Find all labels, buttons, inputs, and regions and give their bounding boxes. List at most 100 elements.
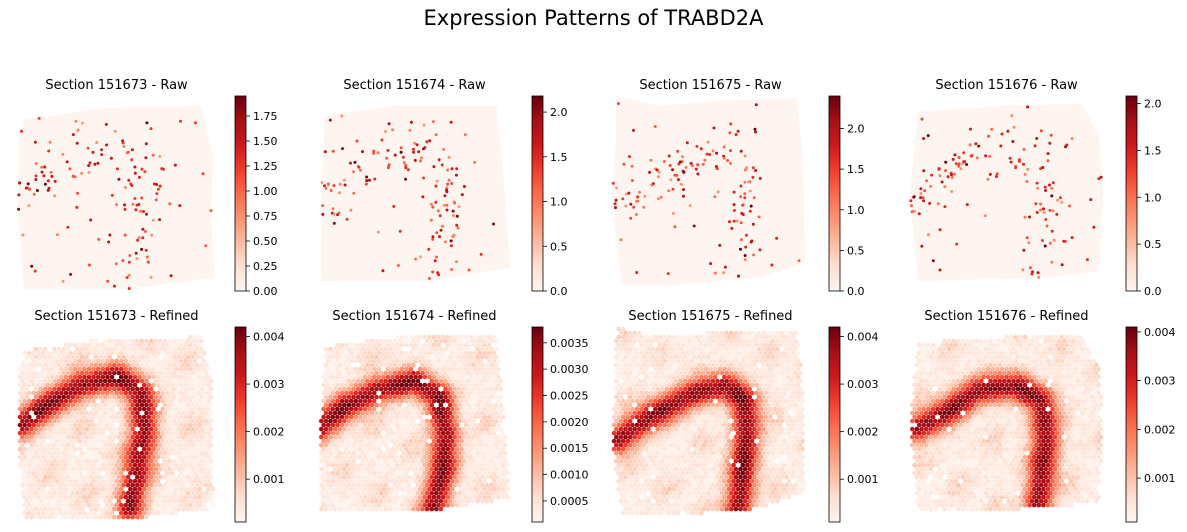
expression-spot (187, 494, 193, 500)
expression-spot (36, 406, 41, 412)
expression-spot (443, 354, 448, 360)
expression-spot (365, 458, 370, 464)
expression-spot (61, 402, 66, 408)
expression-spot (321, 486, 326, 492)
expression-spot (413, 350, 418, 356)
expression-spot (758, 350, 764, 356)
expression-spot (687, 346, 693, 352)
expression-spot (475, 466, 481, 472)
expression-spot (114, 398, 119, 404)
expression-spot (708, 358, 713, 364)
expression-spot (127, 178, 131, 182)
expression-spot (20, 362, 25, 368)
expression-spot (699, 358, 704, 364)
expression-spot (475, 442, 481, 448)
expression-spot (107, 458, 112, 464)
expression-spot (623, 402, 628, 408)
expression-spot (754, 382, 759, 388)
expression-spot (112, 370, 117, 376)
expression-spot (187, 446, 193, 452)
expression-spot (102, 490, 108, 496)
expression-spot (404, 164, 408, 167)
expression-spot (362, 430, 368, 436)
expression-spot (367, 374, 372, 380)
expression-spot (383, 458, 389, 464)
expression-spot (729, 370, 734, 376)
expression-spot (328, 386, 333, 392)
expression-spot (105, 478, 110, 484)
expression-spot (926, 134, 930, 138)
expression-spot (98, 450, 103, 456)
expression-spot (75, 386, 80, 392)
expression-spot (477, 334, 483, 340)
expression-spot (45, 494, 50, 500)
expression-spot (93, 386, 99, 392)
expression-spot (40, 422, 46, 428)
expression-spot (77, 406, 83, 412)
expression-spot (70, 474, 76, 480)
expression-spot (763, 382, 769, 388)
expression-spot (457, 434, 462, 440)
expression-spot (337, 418, 343, 424)
expression-spot (194, 354, 200, 360)
expression-spot (415, 442, 421, 448)
expression-spot (339, 374, 345, 380)
expression-spot (646, 338, 651, 344)
expression-spot (482, 382, 487, 388)
expression-spot (489, 410, 494, 416)
expression-spot (461, 442, 467, 448)
expression-spot (961, 162, 965, 166)
expression-spot (390, 422, 395, 428)
panel-title: Section 151674 - Raw (343, 78, 486, 93)
expression-spot (194, 498, 200, 504)
expression-spot (500, 438, 506, 444)
expression-spot (190, 338, 195, 344)
expression-spot (49, 478, 55, 484)
expression-spot (387, 163, 391, 167)
expression-spot (482, 406, 487, 412)
expression-spot (406, 442, 412, 448)
expression-spot (132, 502, 138, 508)
expression-spot (747, 370, 752, 376)
expression-spot (204, 378, 209, 384)
expression-spot (768, 382, 773, 388)
expression-spot (688, 204, 692, 207)
expression-spot (206, 390, 211, 396)
expression-spot (61, 506, 66, 512)
expression-spot (68, 462, 73, 468)
expression-spot (118, 366, 124, 372)
expression-spot (91, 342, 96, 348)
expression-spot (673, 370, 679, 376)
expression-spot (770, 394, 775, 400)
expression-spot (457, 426, 462, 432)
expression-spot (445, 422, 451, 428)
expression-spot (500, 406, 506, 412)
expression-spot (72, 470, 78, 476)
expression-spot (38, 378, 43, 384)
expression-spot (743, 196, 747, 200)
expression-spot (749, 390, 755, 396)
expression-spot (436, 358, 441, 364)
expression-spot (68, 358, 73, 364)
expression-spot (477, 342, 483, 348)
expression-spot (616, 326, 621, 332)
expression-spot (360, 402, 366, 408)
expression-spot (909, 199, 913, 203)
expression-spot (59, 502, 64, 508)
expression-spot (503, 434, 508, 440)
expression-spot (344, 406, 349, 412)
expression-spot (637, 386, 642, 392)
expression-spot (463, 350, 469, 356)
expression-spot (100, 486, 106, 492)
expression-spot (775, 370, 780, 376)
expression-spot (330, 430, 336, 436)
expression-spot (343, 183, 347, 187)
expression-spot (747, 394, 752, 400)
expression-spot (141, 227, 145, 231)
expression-spot (627, 362, 633, 368)
expression-spot (174, 438, 179, 444)
expression-spot (339, 366, 345, 372)
expression-spot (667, 154, 671, 158)
expression-spot (135, 362, 140, 368)
expression-spot (29, 442, 34, 448)
